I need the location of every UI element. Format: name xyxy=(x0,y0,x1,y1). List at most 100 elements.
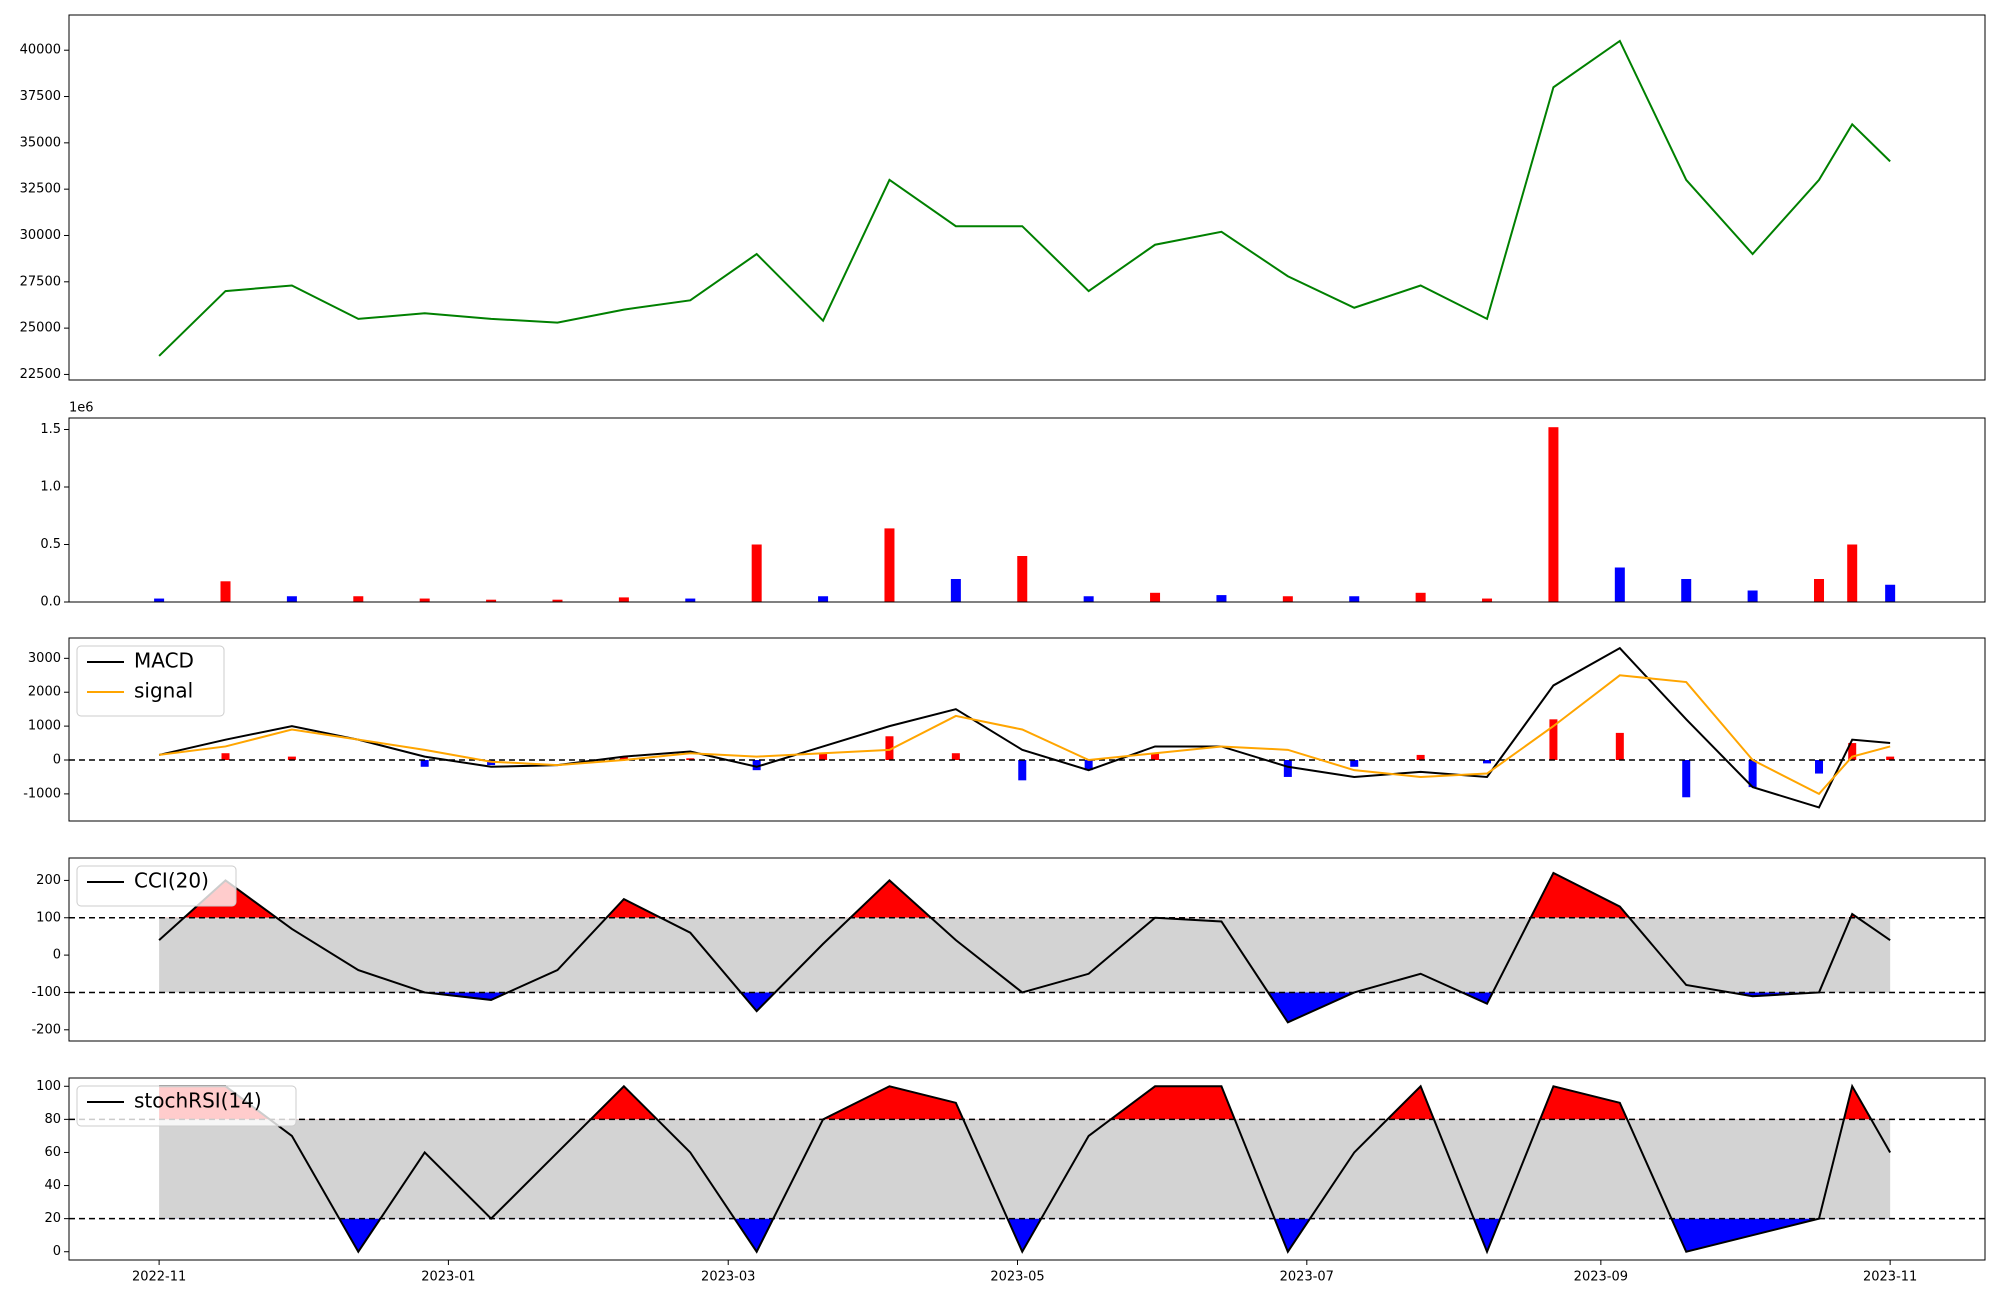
histogram-bar xyxy=(885,736,894,760)
histogram-bar xyxy=(221,753,230,760)
y-tick-label: 0.5 xyxy=(40,537,61,552)
histogram-bar xyxy=(686,758,695,760)
legend-box xyxy=(76,645,225,717)
histogram-bar xyxy=(1815,760,1824,774)
x-tick-label: 2023-11 xyxy=(1863,1270,1917,1285)
threshold-fill xyxy=(159,872,1891,918)
histogram-bar xyxy=(1549,719,1558,760)
volume-bar xyxy=(1216,595,1227,602)
volume-bar xyxy=(552,599,563,602)
series-line xyxy=(158,871,1891,1024)
volume-bar xyxy=(1847,544,1858,602)
y-tick-label: 60 xyxy=(44,1145,61,1160)
x-tick-label: 2022-11 xyxy=(132,1270,186,1285)
histogram-bar xyxy=(819,753,828,760)
panel: 22500 25000 27500 30000 32500 35000 37500 40000 xyxy=(20,14,1986,382)
volume-bar xyxy=(818,596,829,602)
y-tick-label: -1000 xyxy=(23,786,61,801)
histogram-bar xyxy=(1416,754,1425,760)
volume-bar xyxy=(154,598,165,602)
legend: stochRSI(14) xyxy=(76,1085,297,1127)
histogram-bar xyxy=(1084,760,1093,771)
histogram-bar xyxy=(1848,743,1857,760)
y-tick-label: 1.5 xyxy=(40,422,61,437)
y-tick-label: 35000 xyxy=(20,135,61,150)
plot-frame xyxy=(68,857,1986,1042)
histogram-bar xyxy=(1151,753,1160,760)
legend-label: signal xyxy=(134,679,193,703)
volume-bar xyxy=(685,598,696,602)
y-tick-label: 0.0 xyxy=(40,595,61,610)
histogram-bar xyxy=(1483,760,1492,764)
plot-frame xyxy=(68,417,1986,603)
histogram-bar xyxy=(951,753,960,760)
volume-bar xyxy=(1548,427,1559,602)
y-tick-label: 20 xyxy=(44,1211,61,1226)
x-tick-label: 2023-07 xyxy=(1280,1270,1334,1285)
neutral-band xyxy=(159,1119,1891,1219)
volume-bar xyxy=(1349,596,1360,602)
histogram-bar xyxy=(1283,760,1292,777)
volume-bar xyxy=(1415,592,1426,602)
volume-bar xyxy=(286,596,297,602)
y-tick-label: 100 xyxy=(36,910,61,925)
histogram-bar xyxy=(1682,760,1691,798)
legend-box xyxy=(76,865,237,907)
legend-label: stochRSI(14) xyxy=(134,1089,262,1113)
panel: -1000 0 1000 2000 3000 MACD signal xyxy=(23,637,1986,822)
histogram-bar xyxy=(1886,756,1895,760)
offset-label: 1e6 xyxy=(69,401,94,416)
volume-bar xyxy=(220,581,231,602)
y-tick-label: 0 xyxy=(53,948,61,963)
x-tick-label: 2023-03 xyxy=(701,1270,755,1285)
volume-bar xyxy=(1017,556,1028,602)
y-tick-label: -100 xyxy=(31,985,61,1000)
histogram-bar xyxy=(420,760,429,767)
plot-frame xyxy=(68,1077,1986,1261)
y-tick-label: 0 xyxy=(53,753,61,768)
volume-bar xyxy=(751,544,762,602)
volume-bar xyxy=(1747,590,1758,602)
x-tick-label: 2023-09 xyxy=(1574,1270,1628,1285)
y-tick-label: 1000 xyxy=(28,719,61,734)
volume-bar xyxy=(618,597,629,602)
y-tick-label: 100 xyxy=(36,1079,61,1094)
x-tick-label: 2023-05 xyxy=(990,1270,1044,1285)
y-tick-label: 37500 xyxy=(20,89,61,104)
histogram-bar xyxy=(619,756,628,760)
volume-bar xyxy=(1150,592,1161,602)
histogram-bar xyxy=(1350,760,1359,767)
x-tick-label: 2023-01 xyxy=(421,1270,475,1285)
y-tick-label: 40 xyxy=(44,1178,61,1193)
volume-bar xyxy=(1814,579,1825,602)
y-tick-label: -200 xyxy=(31,1022,61,1037)
volume-bar xyxy=(1681,579,1692,602)
y-tick-label: 40000 xyxy=(20,43,61,58)
plot-frame xyxy=(68,14,1986,381)
y-tick-label: 80 xyxy=(44,1112,61,1127)
y-tick-label: 1.0 xyxy=(40,480,61,495)
histogram-bar xyxy=(1018,760,1027,781)
plot-frame xyxy=(68,637,1986,822)
volume-bar xyxy=(486,599,497,602)
legend: CCI(20) xyxy=(76,865,237,907)
volume-bar xyxy=(884,528,895,602)
neutral-band xyxy=(159,917,1891,993)
series-line xyxy=(158,646,1891,809)
histogram-bar xyxy=(1615,732,1624,760)
series-line xyxy=(158,674,1891,796)
legend-box xyxy=(76,1085,297,1127)
volume-bar xyxy=(1614,567,1625,602)
volume-bar xyxy=(1282,596,1293,602)
histogram-bar xyxy=(752,760,761,771)
histogram-bar xyxy=(1748,760,1757,788)
volume-bar xyxy=(1482,598,1493,602)
volume-bar xyxy=(950,579,961,602)
legend: MACD signal xyxy=(76,645,225,717)
legend-label: CCI(20) xyxy=(134,869,209,893)
threshold-fill xyxy=(159,1218,1891,1252)
y-tick-label: 32500 xyxy=(20,182,61,197)
volume-bar xyxy=(1083,596,1094,602)
y-tick-label: 27500 xyxy=(20,274,61,289)
y-tick-label: 3000 xyxy=(28,651,61,666)
